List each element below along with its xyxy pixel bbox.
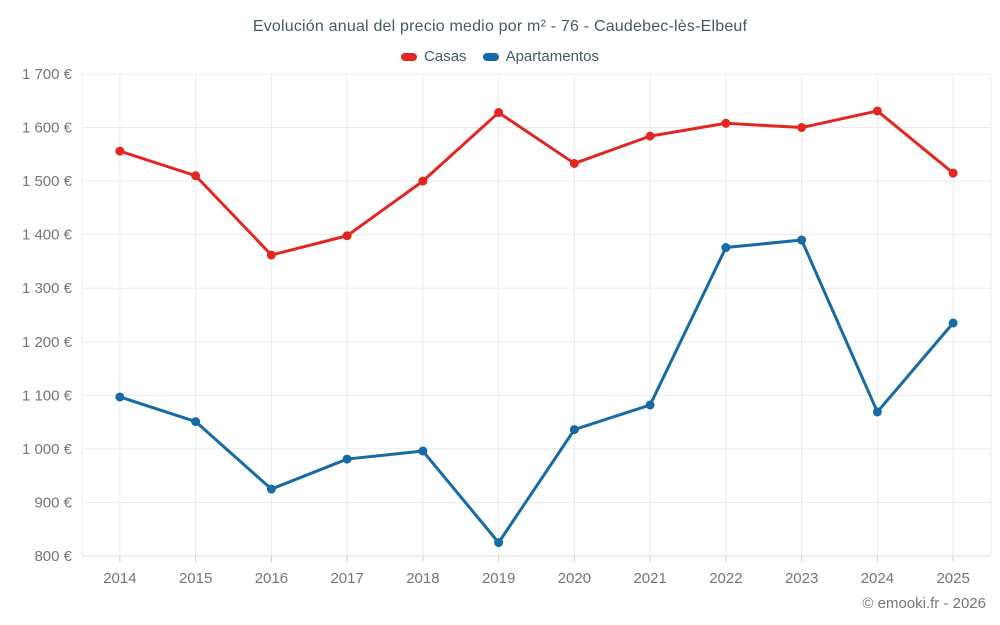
x-axis-tick-label: 2017 <box>330 570 363 587</box>
data-point-casas-2016[interactable] <box>266 250 276 260</box>
chart-title: Evolución anual del precio medio por m² … <box>252 18 748 35</box>
data-point-casas-2018[interactable] <box>418 176 428 186</box>
data-point-apartamentos-2019[interactable] <box>494 538 504 548</box>
data-point-apartamentos-2022[interactable] <box>721 243 731 253</box>
x-axis-tick-label: 2024 <box>861 570 894 587</box>
data-point-casas-2023[interactable] <box>797 123 807 133</box>
legend-item-casas[interactable]: Casas <box>401 48 467 65</box>
data-point-casas-2021[interactable] <box>645 131 655 141</box>
y-axis-tick-label: 1 400 € <box>22 227 73 244</box>
data-point-apartamentos-2014[interactable] <box>115 392 125 402</box>
data-point-casas-2014[interactable] <box>115 146 125 156</box>
series-line-apartamentos <box>118 238 955 545</box>
legend-swatch-apartamentos <box>482 52 499 61</box>
data-point-apartamentos-2017[interactable] <box>342 454 352 464</box>
x-axis-tick-label: 2014 <box>103 570 136 587</box>
data-point-casas-2024[interactable] <box>872 106 882 116</box>
data-point-apartamentos-2025[interactable] <box>948 318 958 328</box>
y-axis-tick-label: 900 € <box>34 494 72 511</box>
legend-swatch-casas <box>401 52 418 61</box>
x-axis-tick-label: 2022 <box>709 570 742 587</box>
data-point-casas-2019[interactable] <box>494 108 504 118</box>
data-point-apartamentos-2024[interactable] <box>872 407 882 417</box>
x-axis-tick-label: 2021 <box>633 570 666 587</box>
data-point-apartamentos-2015[interactable] <box>191 417 201 427</box>
y-axis-tick-label: 1 600 € <box>22 120 73 137</box>
y-axis-tick-label: 800 € <box>34 548 72 565</box>
data-point-casas-2020[interactable] <box>569 158 579 168</box>
data-point-apartamentos-2023[interactable] <box>797 235 807 245</box>
data-point-apartamentos-2020[interactable] <box>569 425 579 435</box>
y-axis-tick-label: 1 300 € <box>22 280 73 297</box>
x-axis-tick-label: 2016 <box>255 570 288 587</box>
x-axis-tick-label: 2015 <box>179 570 212 587</box>
y-axis-tick-label: 1 000 € <box>22 441 73 458</box>
copyright-text: © emooki.fr - 2026 <box>862 595 986 612</box>
x-axis-tick-label: 2018 <box>406 570 439 587</box>
y-axis-tick-label: 1 100 € <box>22 387 73 404</box>
legend-item-apartamentos[interactable]: Apartamentos <box>482 48 599 65</box>
series-line-casas <box>118 109 955 257</box>
x-axis-tick-label: 2023 <box>785 570 818 587</box>
y-axis-tick-label: 1 500 € <box>22 173 73 190</box>
data-point-apartamentos-2016[interactable] <box>266 484 276 494</box>
y-axis-tick-label: 1 700 € <box>22 66 73 83</box>
legend-label-apartamentos: Apartamentos <box>505 48 599 65</box>
data-point-casas-2025[interactable] <box>948 168 958 178</box>
data-point-apartamentos-2018[interactable] <box>418 446 428 456</box>
data-point-casas-2022[interactable] <box>721 118 731 128</box>
data-point-casas-2017[interactable] <box>342 231 352 241</box>
y-axis-tick-label: 1 200 € <box>22 334 73 351</box>
x-axis-tick-label: 2020 <box>558 570 591 587</box>
legend-label-casas: Casas <box>424 48 467 65</box>
data-point-apartamentos-2021[interactable] <box>645 400 655 410</box>
chart-legend: Casas Apartamentos <box>0 48 1000 65</box>
x-axis-tick-label: 2019 <box>482 570 515 587</box>
x-axis-tick-label: 2025 <box>936 570 969 587</box>
data-point-casas-2015[interactable] <box>191 171 201 181</box>
